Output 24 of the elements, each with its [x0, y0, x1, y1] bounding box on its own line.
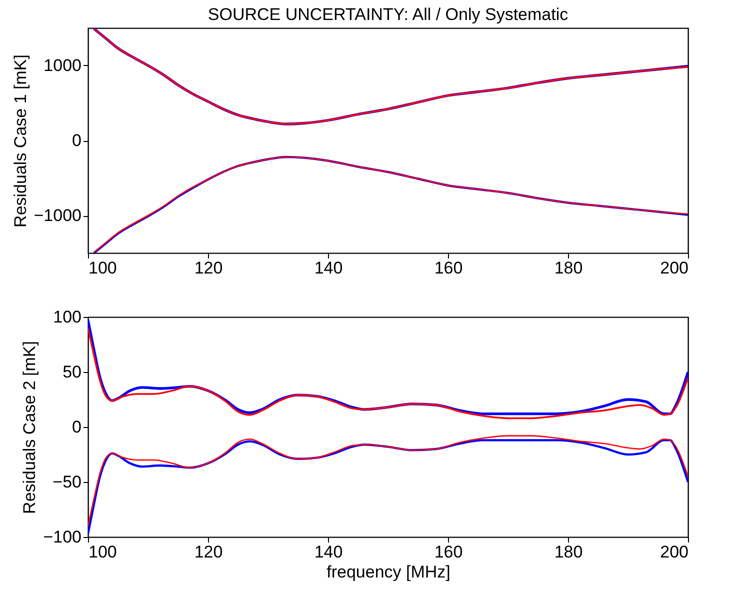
x-tick-label: 120 — [194, 542, 223, 562]
x-tick-label: 160 — [434, 542, 463, 562]
x-tick-label: 180 — [554, 542, 583, 562]
y-tick-label: 1000 — [44, 56, 82, 75]
x-tick-label: 140 — [314, 542, 343, 562]
x-tick-label: 100 — [88, 258, 117, 278]
x-tick-label: 200 — [660, 258, 688, 278]
chart-title: SOURCE UNCERTAINTY: All / Only Systematic — [208, 5, 569, 24]
y-tick-label: −100 — [43, 528, 82, 546]
x-tick-label: 160 — [434, 258, 463, 278]
y-tick-label: 0 — [72, 131, 82, 150]
y-tick-label: 50 — [62, 362, 82, 382]
x-axis-title: frequency [MHz] — [326, 562, 450, 582]
x-tick-label: 180 — [554, 258, 583, 278]
y-axis-title: Residuals Case 1 [mK] — [10, 54, 30, 228]
y-tick-label: 0 — [72, 418, 82, 436]
x-tick-label: 200 — [660, 542, 688, 562]
y-axis-title: Residuals Case 2 [mK] — [20, 341, 40, 514]
y-tick-label: 100 — [53, 308, 82, 326]
x-tick-label: 100 — [88, 542, 117, 562]
y-tick-label: −50 — [52, 472, 82, 492]
y-tick-label: −1000 — [34, 206, 82, 225]
x-tick-label: 140 — [314, 258, 343, 278]
x-tick-label: 120 — [194, 258, 223, 278]
